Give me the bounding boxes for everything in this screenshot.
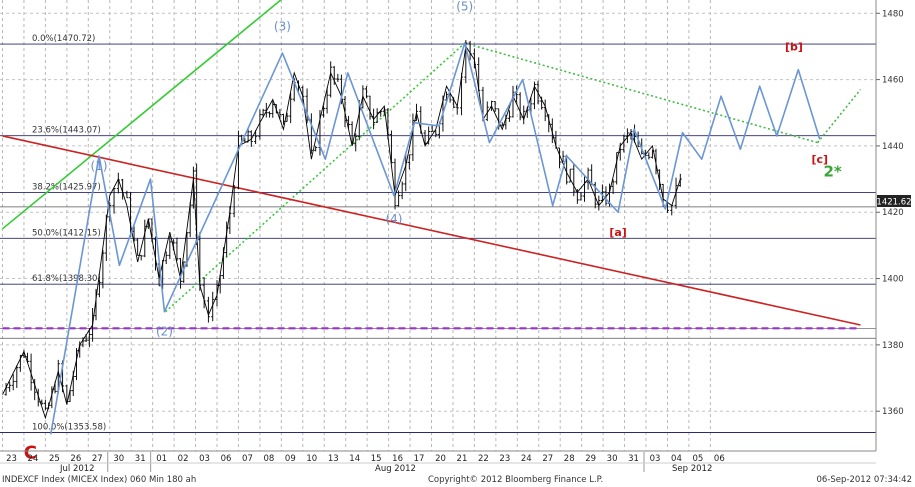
x-tick-label: 04 bbox=[671, 454, 682, 464]
x-tick-label: 28 bbox=[564, 454, 575, 464]
x-tick-label: 21 bbox=[457, 454, 468, 464]
x-tick-label: 26 bbox=[70, 454, 81, 464]
month-label: Jul 2012 bbox=[59, 464, 95, 474]
price-line bbox=[2, 45, 681, 420]
plot-area bbox=[0, 0, 876, 451]
x-tick-label: 08 bbox=[263, 454, 274, 464]
x-tick-label: 30 bbox=[113, 454, 124, 464]
wave-label: [c] bbox=[811, 153, 828, 166]
x-tick-label: 20 bbox=[435, 454, 446, 464]
y-tick-label: 1360 bbox=[882, 407, 904, 417]
wave-label: [b] bbox=[785, 40, 803, 53]
x-tick-label: 05 bbox=[692, 454, 703, 464]
fib-label: 0.0%(1470.72) bbox=[32, 34, 95, 44]
timestamp-label: 06-Sep-2012 07:34:42 bbox=[816, 475, 912, 485]
fib-label: 50.0%(1412.15) bbox=[32, 228, 101, 238]
y-tick-label: 1440 bbox=[882, 142, 904, 152]
x-tick-label: 23 bbox=[6, 454, 17, 464]
x-tick-label: 06 bbox=[221, 454, 232, 464]
y-tick-label: 1460 bbox=[882, 76, 904, 86]
y-tick-label: 1480 bbox=[882, 9, 904, 19]
last-price-box bbox=[877, 195, 911, 207]
wave-label: (4) bbox=[385, 212, 402, 226]
trendline bbox=[1, 0, 283, 230]
x-tick-label: 06 bbox=[714, 454, 725, 464]
y-axis: 1360 1380 1400 1420 1440 1460 1480 bbox=[876, 9, 904, 417]
x-tick-label: 30 bbox=[607, 454, 618, 464]
x-tick-label: 03 bbox=[199, 454, 210, 464]
wave-label: (2) bbox=[156, 325, 173, 339]
trendlines bbox=[1, 0, 862, 330]
wave-label: 2* bbox=[823, 162, 841, 180]
x-tick-label: 23 bbox=[499, 454, 510, 464]
y-tick-label: 1400 bbox=[882, 275, 904, 285]
x-tick-label: 27 bbox=[542, 454, 553, 464]
wave-path bbox=[49, 42, 821, 435]
x-tick-label: 25 bbox=[49, 454, 60, 464]
month-label: Sep 2012 bbox=[672, 464, 712, 474]
fib-label: 38.2%(1425.97) bbox=[32, 182, 101, 192]
instrument-label: INDEXCF Index (MICEX Index) 060 Min 180 … bbox=[2, 475, 197, 485]
trendline bbox=[2, 135, 861, 326]
x-tick-label: 14 bbox=[349, 454, 360, 464]
x-tick-label: 03 bbox=[650, 454, 661, 464]
x-tick-label: 16 bbox=[392, 454, 403, 464]
x-tick-label: 17 bbox=[414, 454, 425, 464]
x-tick-label: 15 bbox=[371, 454, 382, 464]
x-tick-label: 09 bbox=[285, 454, 296, 464]
x-tick-label: 13 bbox=[328, 454, 339, 464]
x-tick-label: 02 bbox=[178, 454, 189, 464]
fib-label: 23.6%(1443.07) bbox=[32, 126, 101, 136]
y-tick-label: 1380 bbox=[882, 341, 904, 351]
y-tick-label: 1420 bbox=[882, 208, 904, 218]
x-axis: 23 24 25 26 27 30 31 01 02 03 06 07 08 09 10 13 14 15 16 17… bbox=[0, 452, 876, 474]
x-tick-label: 22 bbox=[478, 454, 489, 464]
wave-label: [a] bbox=[609, 226, 626, 239]
x-tick-label: 01 bbox=[156, 454, 167, 464]
fib-label: 100.0%(1353.58) bbox=[32, 422, 106, 432]
last-price-marker: 1421.62 bbox=[876, 195, 912, 208]
wave-labels: (1)(2)(3)(4)(5)[a][b][c]1*2*C bbox=[24, 0, 842, 463]
x-tick-label: 07 bbox=[242, 454, 253, 464]
wave-label: (1) bbox=[91, 159, 108, 173]
wave-label: (3) bbox=[274, 20, 291, 34]
x-tick-label: 24 bbox=[28, 454, 39, 464]
elliott-wave-projection bbox=[49, 42, 821, 435]
x-tick-label: 27 bbox=[92, 454, 103, 464]
month-label: Aug 2012 bbox=[375, 464, 416, 474]
x-tick-label: 31 bbox=[135, 454, 146, 464]
x-tick-label: 24 bbox=[521, 454, 532, 464]
x-tick-label: 31 bbox=[628, 454, 639, 464]
last-price-label: 1421.62 bbox=[876, 198, 911, 208]
wave-label: (5) bbox=[456, 0, 473, 14]
x-tick-label: 29 bbox=[585, 454, 596, 464]
x-tick-label: 10 bbox=[306, 454, 317, 464]
fib-label: 61.8%(1398.30) bbox=[32, 274, 101, 284]
wave-label: C bbox=[24, 442, 37, 463]
copyright-label: Copyright© 2012 Bloomberg Finance L.P. bbox=[428, 475, 604, 485]
